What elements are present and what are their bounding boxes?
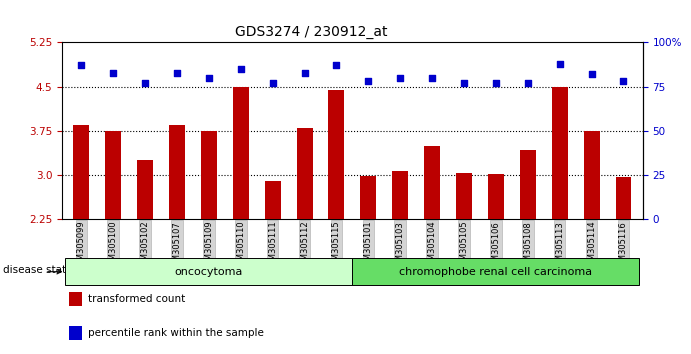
Bar bbox=[392, 171, 408, 219]
Point bbox=[171, 70, 182, 75]
Point bbox=[426, 75, 437, 81]
Bar bbox=[488, 174, 504, 219]
Bar bbox=[551, 87, 568, 219]
Point bbox=[203, 75, 214, 81]
Bar bbox=[616, 177, 632, 219]
Text: disease state: disease state bbox=[3, 265, 73, 275]
Bar bbox=[296, 128, 312, 219]
Bar bbox=[424, 146, 440, 219]
Point bbox=[618, 79, 629, 84]
Bar bbox=[233, 87, 249, 219]
Text: GDS3274 / 230912_at: GDS3274 / 230912_at bbox=[235, 25, 387, 39]
Bar bbox=[520, 150, 536, 219]
Bar bbox=[584, 131, 600, 219]
Bar bbox=[456, 173, 472, 219]
Point bbox=[140, 80, 151, 86]
Point bbox=[363, 79, 374, 84]
Point bbox=[459, 80, 470, 86]
Text: oncocytoma: oncocytoma bbox=[175, 267, 243, 277]
Point bbox=[331, 63, 342, 68]
Bar bbox=[265, 181, 281, 219]
Point bbox=[76, 63, 87, 68]
Point bbox=[522, 80, 533, 86]
Point bbox=[554, 61, 565, 67]
Point bbox=[299, 70, 310, 75]
Point bbox=[586, 72, 597, 77]
Bar bbox=[105, 131, 121, 219]
Point bbox=[491, 80, 502, 86]
Bar bbox=[137, 160, 153, 219]
Bar bbox=[328, 90, 344, 219]
Text: percentile rank within the sample: percentile rank within the sample bbox=[88, 328, 265, 338]
Point bbox=[235, 66, 246, 72]
Point bbox=[267, 80, 278, 86]
Bar bbox=[169, 125, 185, 219]
Bar bbox=[361, 176, 377, 219]
Text: transformed count: transformed count bbox=[88, 294, 186, 304]
Bar bbox=[73, 125, 89, 219]
Text: chromophobe renal cell carcinoma: chromophobe renal cell carcinoma bbox=[399, 267, 592, 277]
Point bbox=[395, 75, 406, 81]
Point bbox=[108, 70, 119, 75]
Bar bbox=[201, 131, 217, 219]
